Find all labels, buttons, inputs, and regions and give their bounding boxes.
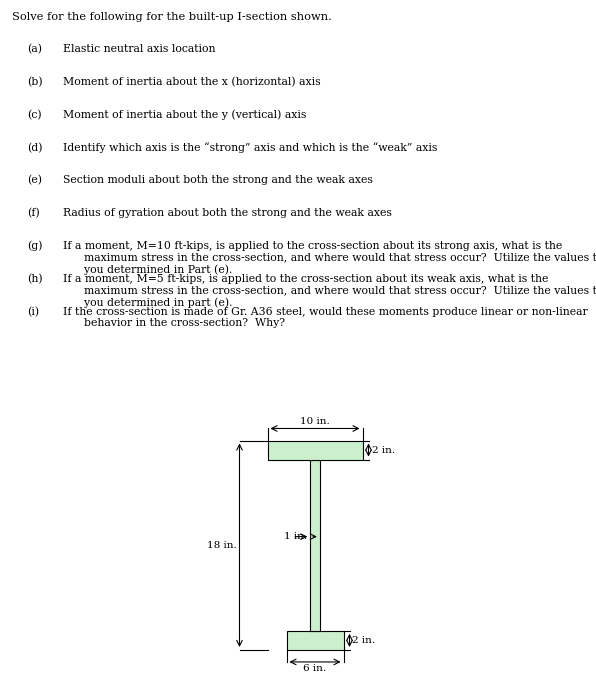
Text: Moment of inertia about the x (horizontal) axis: Moment of inertia about the x (horizonta… — [63, 77, 320, 87]
Text: 18 in.: 18 in. — [207, 541, 237, 550]
Text: (d): (d) — [27, 142, 42, 152]
Text: (b): (b) — [27, 77, 42, 87]
Text: If a moment, M=5 ft-kips, is applied to the cross-section about its weak axis, w: If a moment, M=5 ft-kips, is applied to … — [63, 274, 596, 308]
Text: Moment of inertia about the y (vertical) axis: Moment of inertia about the y (vertical)… — [63, 110, 306, 120]
Text: (f): (f) — [27, 208, 39, 219]
Text: (e): (e) — [27, 175, 42, 186]
Bar — [287, 631, 343, 650]
Text: 10 in.: 10 in. — [300, 417, 330, 426]
Text: Solve for the following for the built-up I-section shown.: Solve for the following for the built-up… — [12, 12, 332, 22]
Text: Radius of gyration about both the strong and the weak axes: Radius of gyration about both the strong… — [63, 208, 392, 218]
Text: If a moment, M=10 ft-kips, is applied to the cross-section about its strong axis: If a moment, M=10 ft-kips, is applied to… — [63, 241, 596, 275]
Text: Identify which axis is the “strong” axis and which is the “weak” axis: Identify which axis is the “strong” axis… — [63, 142, 437, 153]
Text: If the cross-section is made of Gr. A36 steel, would these moments produce linea: If the cross-section is made of Gr. A36 … — [63, 306, 587, 328]
Text: 2 in.: 2 in. — [352, 636, 375, 645]
Text: (c): (c) — [27, 110, 42, 120]
Text: (g): (g) — [27, 241, 42, 251]
Bar — [268, 440, 362, 460]
Text: Elastic neutral axis location: Elastic neutral axis location — [63, 44, 215, 54]
Text: (i): (i) — [27, 306, 39, 317]
Text: 1 in.: 1 in. — [284, 532, 308, 541]
Text: (h): (h) — [27, 274, 42, 284]
Text: Section moduli about both the strong and the weak axes: Section moduli about both the strong and… — [63, 175, 372, 186]
Text: 6 in.: 6 in. — [303, 664, 327, 673]
Text: (a): (a) — [27, 44, 42, 55]
Bar — [311, 460, 319, 631]
Text: 2 in.: 2 in. — [371, 446, 395, 455]
